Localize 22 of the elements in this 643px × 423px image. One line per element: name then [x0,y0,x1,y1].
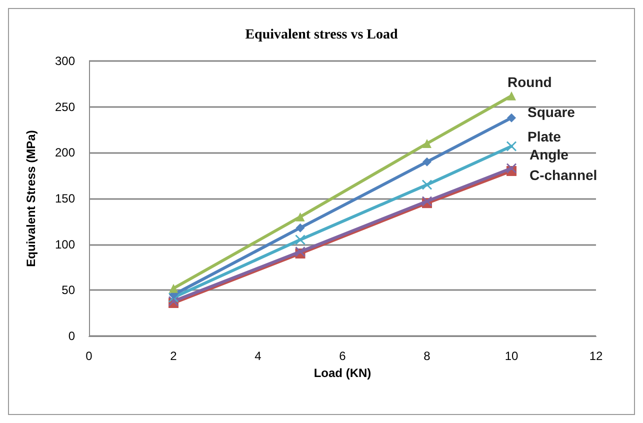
y-tick-label: 0 [68,329,76,343]
y-tick-label: 50 [62,283,76,298]
x-tick-label: 12 [589,349,603,363]
y-tick-label: 150 [54,192,76,206]
y-axis-title: Equivalent Stress (MPa) [24,130,38,267]
series-label: Square [528,104,576,120]
x-tick-label: 6 [339,349,346,363]
x-tick-label: 4 [254,349,262,363]
x-tick-label: 2 [170,349,178,363]
series-label: Angle [530,146,569,162]
chart-title: Equivalent stress vs Load [245,28,398,42]
y-tick-label: 250 [54,100,76,114]
x-tick-label: 10 [504,349,518,363]
series-label: Round [508,74,552,90]
x-axis-title: Load (KN) [314,366,372,380]
series-label: Plate [528,128,562,144]
series-label: C-channel [530,167,598,183]
x-tick-label: 8 [424,349,431,363]
y-tick-label: 100 [54,237,76,252]
y-tick-label: 300 [54,54,76,68]
y-tick-label: 200 [54,146,76,160]
x-tick-label: 0 [86,349,93,363]
